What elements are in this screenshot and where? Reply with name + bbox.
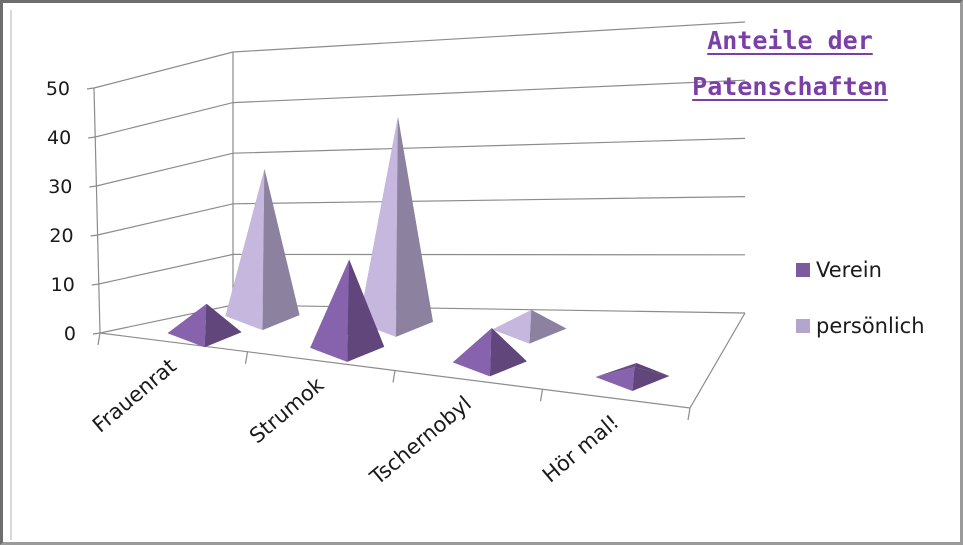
y-tick-mark [90,234,98,237]
x-tick-mark [687,407,691,421]
y-tick-label: 50 [46,78,70,100]
category-label: Frauenrat [88,354,181,438]
pyramid-verein-2 [452,328,527,377]
category-label: Hör mal! [538,410,624,487]
category-label: Tschernobyl [365,391,476,490]
pyramid-verein-1 [310,259,385,362]
pyramid-face [204,303,242,348]
pyramid-face [595,367,635,391]
chart-title-line-1: Anteile der [707,26,873,55]
y-axis-tick-labels: 0 10 20 30 40 50 [46,78,101,345]
x-axis-tick-marks [97,332,691,421]
pyramid-face [167,303,207,348]
legend-swatch [796,263,810,277]
category-label: Strumok [245,372,329,448]
y-axis-line [93,87,101,334]
chart-pyramids [167,117,670,391]
pyramid-face [452,328,492,377]
gridline [93,21,746,89]
y-tick-mark [88,136,96,139]
gridline [98,253,746,285]
x-tick-mark [392,370,396,383]
pyramid-face [634,362,670,376]
legend-label: Verein [816,258,882,282]
legend-label: persönlich [816,314,925,338]
pyramid-face [489,328,527,377]
chart-area-border [10,10,956,540]
pyramid-persoenlich-2 [492,309,567,344]
y-tick-label: 30 [48,176,72,198]
legend-swatch [796,319,810,333]
y-tick-label: 0 [64,323,76,345]
pyramid-face [632,367,670,391]
pyramid-face [310,259,350,362]
y-tick-mark [86,87,95,90]
y-tick-label: 20 [49,225,73,247]
y-tick-mark [92,332,101,335]
pyramid-persoenlich-1 [358,117,433,337]
x-tick-mark [97,332,101,346]
x-axis-category-labels: Frauenrat Strumok Tschernobyl Hör mal! [88,354,624,490]
pyramid-persoenlich-0 [225,169,300,331]
y-tick-label: 10 [51,274,75,296]
pyramid-verein-3 [595,362,670,391]
gridline [95,79,746,138]
gridline [96,137,746,187]
gridline [97,196,746,236]
pyramid-face [395,117,433,337]
y-tick-mark [91,283,99,286]
pyramid-verein-0 [167,303,242,348]
pyramid-face [492,309,532,344]
pyramid-face [262,169,300,331]
chart-legend: Verein persönlich [796,258,925,338]
chart-walls [93,52,234,334]
chart-title: Anteile der Patenschaften [670,18,910,110]
pyramid-face [225,169,265,331]
x-tick-mark [539,389,544,402]
y-tick-label: 40 [47,127,71,149]
pyramid-face [595,362,637,377]
pyramid-face [347,259,385,362]
x-tick-mark [244,351,249,364]
chart-title-line-2: Patenschaften [692,72,888,101]
chart-gridlines [93,21,746,334]
y-tick-mark [89,185,97,188]
pyramid-face [529,309,567,344]
pyramid-face [358,117,398,337]
